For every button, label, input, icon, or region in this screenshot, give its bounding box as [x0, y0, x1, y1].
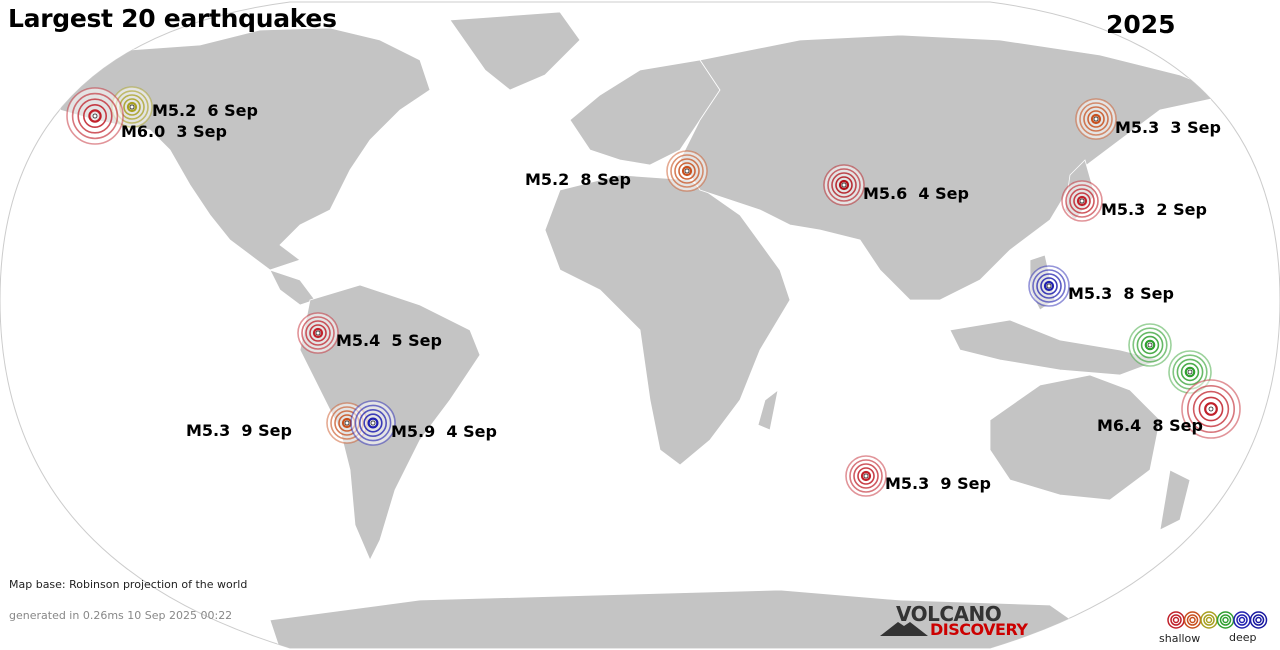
- earthquake-markers: [66, 86, 1241, 497]
- legend-deep-label: deep: [1229, 631, 1257, 644]
- depth-legend: [1167, 611, 1268, 629]
- quake-marker[interactable]: [1028, 265, 1070, 307]
- indonesia-landmass: [949, 319, 1162, 376]
- quake-marker[interactable]: [1128, 323, 1172, 367]
- africa-landmass: [544, 174, 791, 466]
- legend-ring: [1233, 611, 1251, 629]
- quake-label[interactable]: M5.3 8 Sep: [1068, 284, 1174, 303]
- legend-shallow-label: shallow: [1159, 632, 1201, 645]
- quake-label[interactable]: M5.6 4 Sep: [863, 184, 969, 203]
- logo-text-discovery: DISCOVERY: [930, 620, 1028, 639]
- quake-label[interactable]: M5.3 9 Sep: [186, 421, 292, 440]
- quake-label[interactable]: M6.4 8 Sep: [1097, 416, 1203, 435]
- volcano-discovery-logo[interactable]: VOLCANO DISCOVERY: [880, 602, 1040, 642]
- quake-label[interactable]: M5.3 3 Sep: [1115, 118, 1221, 137]
- central-america-landmass: [269, 269, 316, 306]
- quake-marker[interactable]: [297, 312, 339, 354]
- quake-marker[interactable]: [1075, 98, 1117, 140]
- legend-ring: [1200, 611, 1218, 629]
- quake-marker[interactable]: [666, 150, 708, 192]
- australia-landmass: [989, 374, 1161, 501]
- quake-label[interactable]: M5.2 8 Sep: [525, 170, 631, 189]
- quake-label[interactable]: M6.0 3 Sep: [121, 122, 227, 141]
- quake-label[interactable]: M5.2 6 Sep: [152, 101, 258, 120]
- quake-marker[interactable]: [66, 87, 124, 145]
- volcano-icon: [880, 622, 928, 636]
- quake-label[interactable]: M5.3 9 Sep: [885, 474, 991, 493]
- north-america-landmass: [59, 27, 431, 271]
- quake-label[interactable]: M5.9 4 Sep: [391, 422, 497, 441]
- madagascar-landmass: [757, 389, 779, 431]
- map-title: Largest 20 earthquakes: [8, 4, 337, 33]
- quake-marker[interactable]: [845, 455, 887, 497]
- legend-ring: [1249, 611, 1268, 629]
- quake-marker[interactable]: [823, 164, 865, 206]
- generated-note: generated in 0.26ms 10 Sep 2025 00:22: [9, 609, 233, 622]
- quake-marker[interactable]: [350, 400, 396, 446]
- map-year: 2025: [1106, 10, 1176, 39]
- quake-label[interactable]: M5.4 5 Sep: [336, 331, 442, 350]
- legend-ring: [1167, 611, 1185, 629]
- quake-label[interactable]: M5.3 2 Sep: [1101, 200, 1207, 219]
- logo-text-volcano: VOLCANO: [896, 602, 1002, 626]
- quake-marker[interactable]: [1181, 379, 1241, 439]
- new-zealand-landmass: [1159, 469, 1191, 531]
- legend-ring: [1216, 611, 1235, 629]
- quake-marker[interactable]: [1061, 180, 1103, 222]
- map-base-note: Map base: Robinson projection of the wor…: [9, 578, 248, 591]
- legend-ring: [1183, 611, 1202, 629]
- greenland-landmass: [449, 11, 581, 91]
